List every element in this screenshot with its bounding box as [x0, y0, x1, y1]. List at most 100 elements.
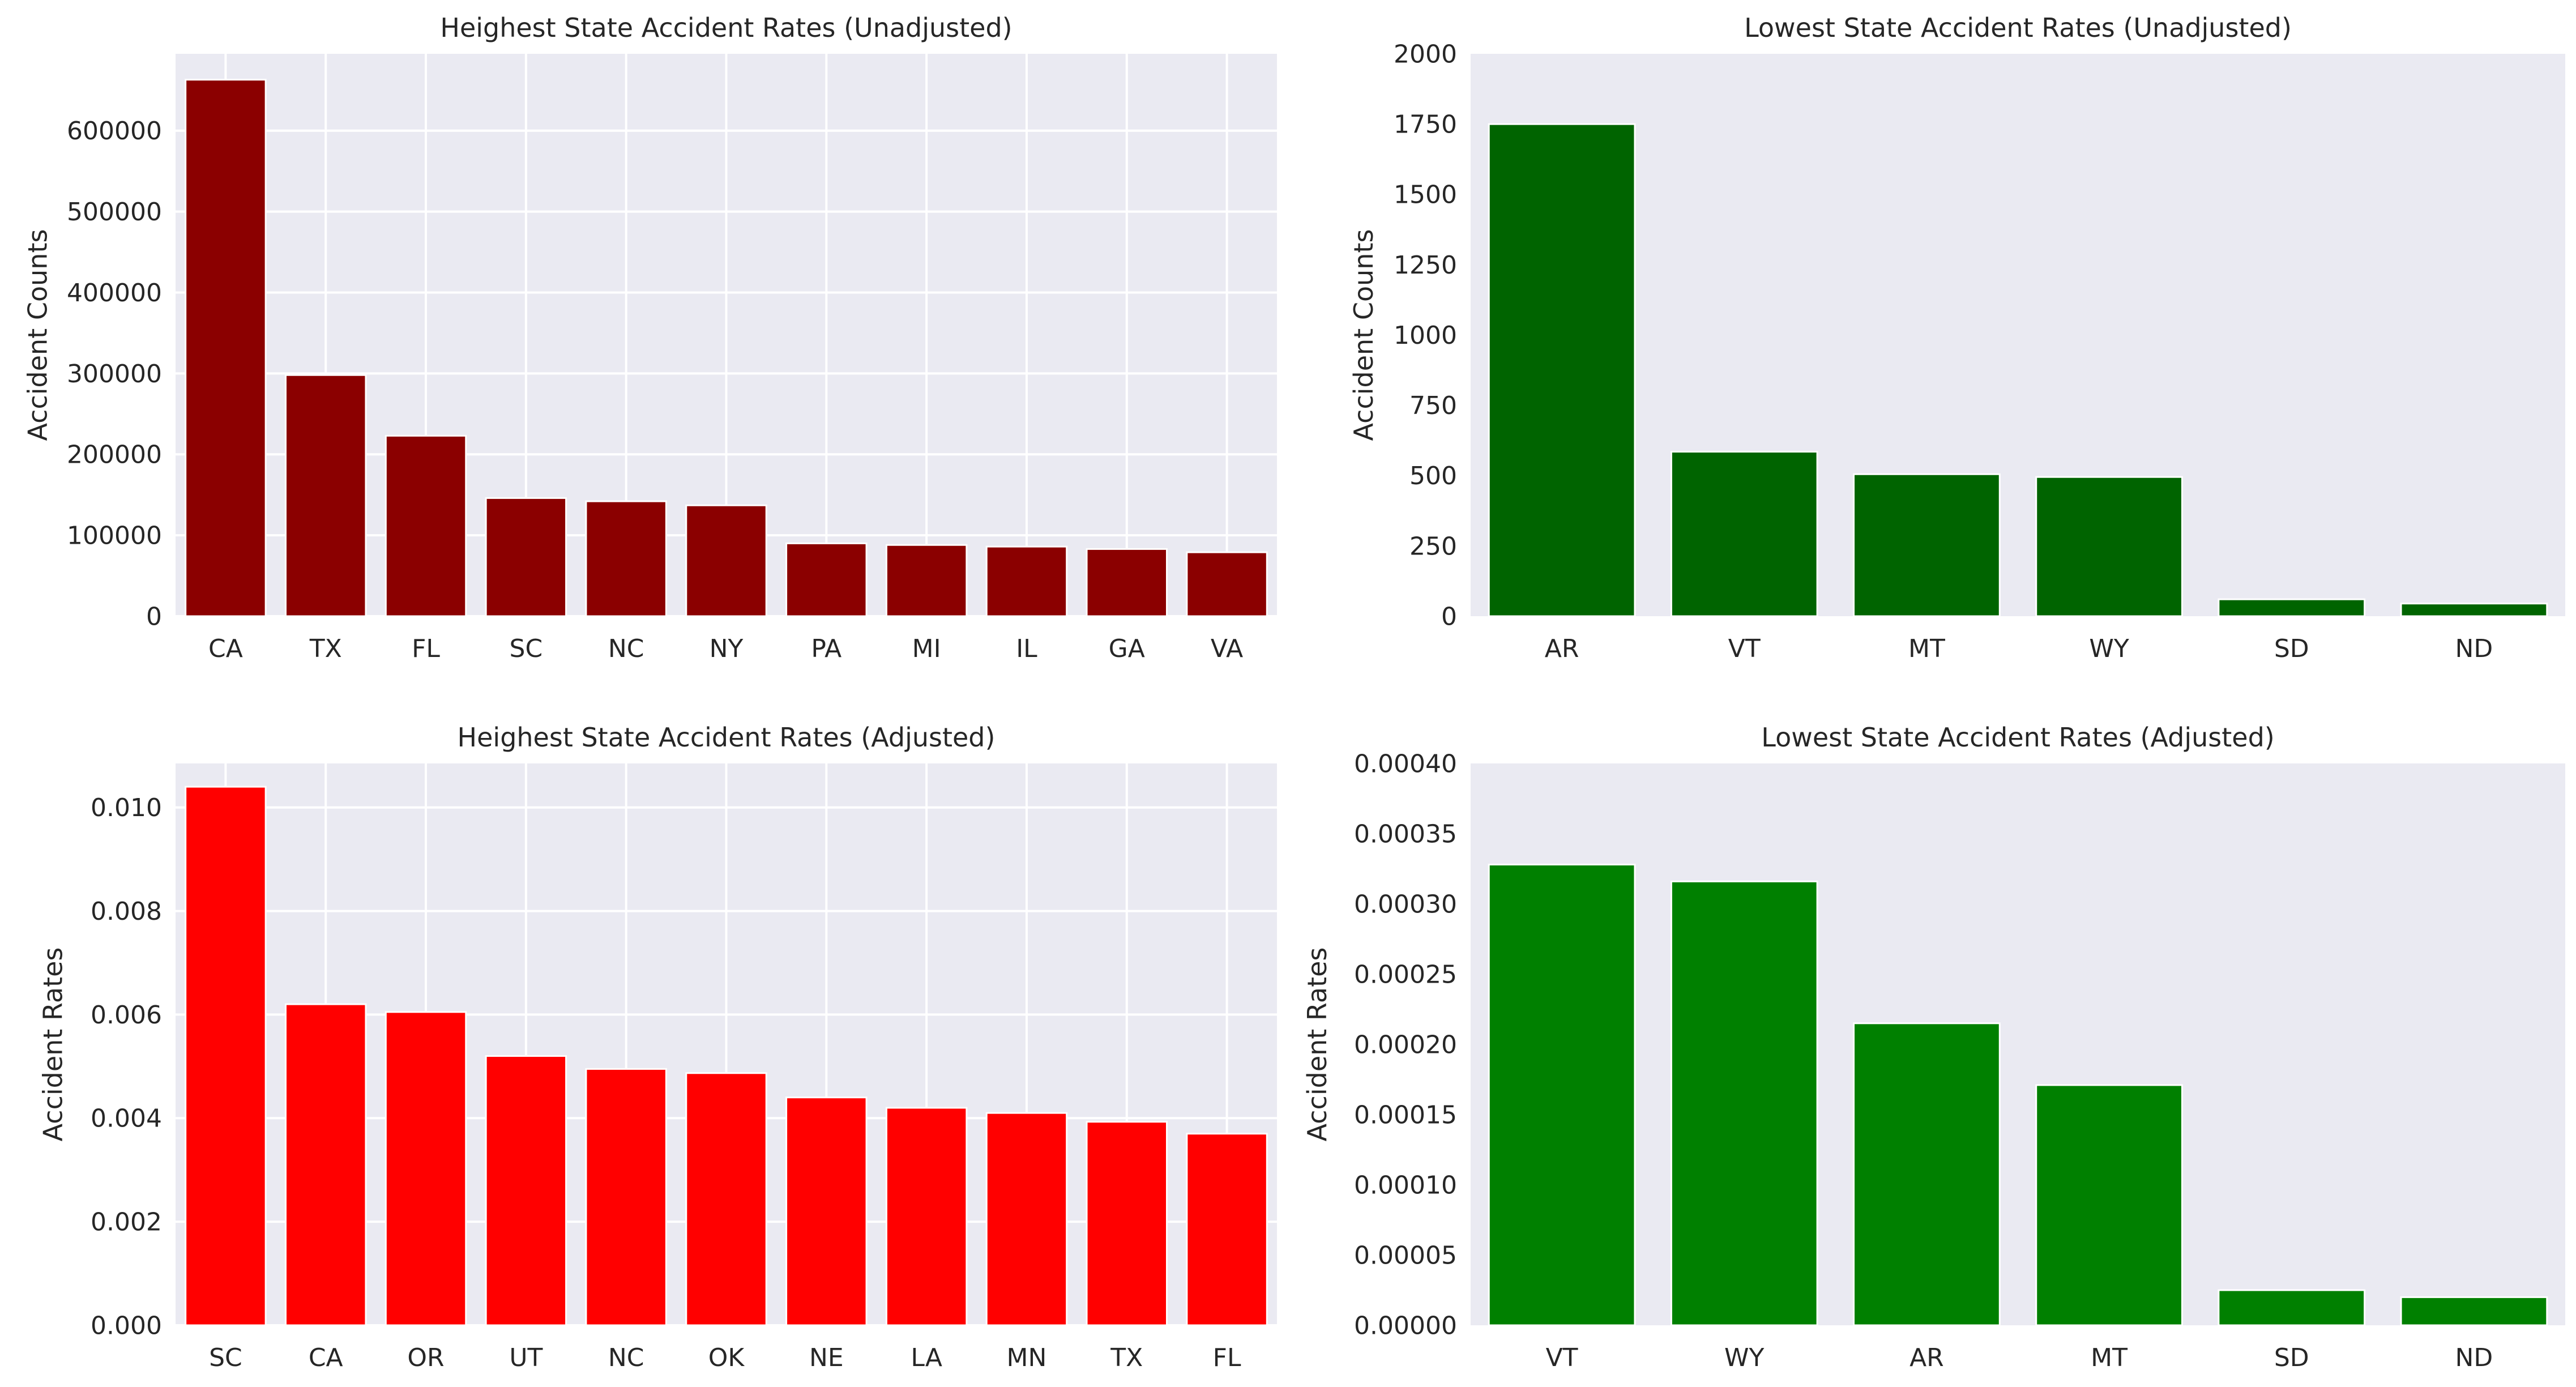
- x-tick-label: NC: [608, 1343, 644, 1372]
- x-tick-label: UT: [509, 1343, 542, 1372]
- chart-panel-highest-unadjusted: 0 100000 200000 300000 400000 500000 600000 CA…: [22, 12, 1277, 663]
- x-axis-ticks: SC CA OR UT NC OK NE LA MN TX FL: [209, 1343, 1241, 1372]
- bar-sd: [2218, 598, 2366, 617]
- x-tick-label: FL: [1213, 1343, 1241, 1372]
- bars: [185, 786, 1268, 1326]
- x-tick-label: TX: [1110, 1343, 1143, 1372]
- bar-tx: [285, 374, 367, 617]
- y-tick-label: 0.000: [91, 1311, 162, 1340]
- y-tick-label: 1000: [1394, 321, 1457, 350]
- bar-ne: [785, 1096, 868, 1326]
- y-tick-label: 100000: [67, 522, 162, 550]
- bar-mn: [985, 1112, 1068, 1326]
- y-tick-label: 400000: [67, 279, 162, 308]
- x-tick-label: MT: [2091, 1343, 2128, 1372]
- y-tick-label: 0.010: [91, 793, 162, 822]
- bar-ar: [1488, 123, 1636, 617]
- x-tick-label: VA: [1211, 634, 1243, 663]
- chart-title: Heighest State Accident Rates (Adjusted): [458, 722, 996, 753]
- bar-ca: [185, 79, 267, 617]
- y-tick-label: 0.004: [91, 1104, 162, 1133]
- bar-nc: [585, 1068, 667, 1326]
- x-tick-label: LA: [911, 1343, 942, 1372]
- y-tick-label: 500: [1409, 462, 1457, 490]
- y-tick-label: 500000: [67, 198, 162, 227]
- x-tick-label: WY: [2089, 634, 2129, 663]
- y-tick-label: 200000: [67, 441, 162, 470]
- y-tick-label: 1250: [1394, 251, 1457, 280]
- y-axis-ticks: 0 250 500 750 1000 1250 1500 1750 2000: [1394, 40, 1457, 631]
- y-axis-ticks: 0.000 0.002 0.004 0.006 0.008 0.010: [91, 793, 162, 1340]
- y-tick-label: 750: [1409, 391, 1457, 420]
- bar-sc: [185, 786, 267, 1326]
- chart-title: Lowest State Accident Rates (Unadjusted): [1744, 12, 2292, 43]
- bar-nd: [2400, 1296, 2548, 1326]
- bar-pa: [785, 542, 868, 617]
- bar-mt: [2035, 1084, 2183, 1326]
- bar-ny: [685, 504, 767, 617]
- bar-va: [1186, 551, 1268, 617]
- bar-fl: [385, 434, 467, 617]
- y-tick-label: 250: [1409, 532, 1457, 561]
- bar-mi: [885, 544, 968, 617]
- y-tick-label: 0.006: [91, 1001, 162, 1030]
- chart-panel-lowest-adjusted: 0.00000 0.00005 0.00010 0.00015 0.00020 0.000…: [1302, 722, 2565, 1372]
- x-tick-label: AR: [1909, 1343, 1944, 1372]
- y-tick-label: 0.00030: [1354, 890, 1457, 919]
- y-tick-label: 0.00000: [1354, 1311, 1457, 1340]
- y-tick-label: 1750: [1394, 110, 1457, 139]
- x-tick-label: TX: [309, 634, 342, 663]
- bar-wy: [1670, 880, 1818, 1326]
- x-tick-label: MI: [912, 634, 941, 663]
- x-tick-label: GA: [1109, 634, 1145, 663]
- y-tick-label: 0.00010: [1354, 1171, 1457, 1200]
- x-tick-label: PA: [811, 634, 841, 663]
- bar-mt: [1853, 473, 2001, 617]
- y-tick-label: 0.002: [91, 1208, 162, 1237]
- x-tick-label: MN: [1007, 1343, 1047, 1372]
- bars: [185, 79, 1268, 617]
- bar-la: [885, 1107, 968, 1326]
- y-axis-label: Accident Rates: [38, 948, 69, 1142]
- chart-title: Heighest State Accident Rates (Unadjuste…: [440, 12, 1012, 43]
- bar-wy: [2035, 476, 2183, 617]
- bar-ar: [1853, 1022, 2001, 1326]
- y-tick-label: 0.00035: [1354, 820, 1457, 848]
- y-tick-label: 300000: [67, 360, 162, 389]
- bar-ut: [485, 1055, 567, 1326]
- bar-tx: [1086, 1121, 1168, 1326]
- y-axis-label: Accident Rates: [1302, 948, 1332, 1142]
- y-axis-ticks: 0.00000 0.00005 0.00010 0.00015 0.00020 0.000…: [1354, 749, 1457, 1340]
- x-tick-label: OK: [708, 1343, 745, 1372]
- bar-vt: [1488, 864, 1636, 1326]
- y-tick-label: 1500: [1394, 181, 1457, 210]
- bar-nd: [2400, 603, 2548, 617]
- bar-il: [985, 545, 1068, 617]
- y-axis-label: Accident Counts: [1348, 229, 1379, 441]
- x-tick-label: SD: [2274, 634, 2309, 663]
- bar-vt: [1670, 451, 1818, 617]
- bar-sd: [2218, 1289, 2366, 1326]
- x-tick-label: CA: [309, 1343, 343, 1372]
- y-tick-label: 0.00005: [1354, 1241, 1457, 1270]
- bars: [1488, 864, 2548, 1326]
- x-tick-label: FL: [412, 634, 440, 663]
- plot-area: [1471, 763, 2565, 1325]
- x-tick-label: OR: [407, 1343, 444, 1372]
- x-tick-label: ND: [2455, 1343, 2493, 1372]
- x-tick-label: IL: [1016, 634, 1037, 663]
- bars: [1488, 123, 2548, 617]
- chart-panel-highest-adjusted: 0.000 0.002 0.004 0.006 0.008 0.010 SC CA OR UT N…: [38, 722, 1277, 1372]
- x-axis-ticks: VT WY AR MT SD ND: [1546, 1343, 2493, 1372]
- chart-title: Lowest State Accident Rates (Adjusted): [1761, 722, 2274, 753]
- y-tick-label: 0: [1441, 602, 1457, 631]
- x-tick-label: SC: [510, 634, 543, 663]
- y-axis-label: Accident Counts: [22, 229, 53, 441]
- x-tick-label: SD: [2274, 1343, 2309, 1372]
- x-tick-label: NE: [809, 1343, 844, 1372]
- bar-ca: [285, 1003, 367, 1326]
- x-tick-label: WY: [1724, 1343, 1765, 1372]
- x-tick-label: NY: [710, 634, 744, 663]
- y-tick-label: 2000: [1394, 40, 1457, 69]
